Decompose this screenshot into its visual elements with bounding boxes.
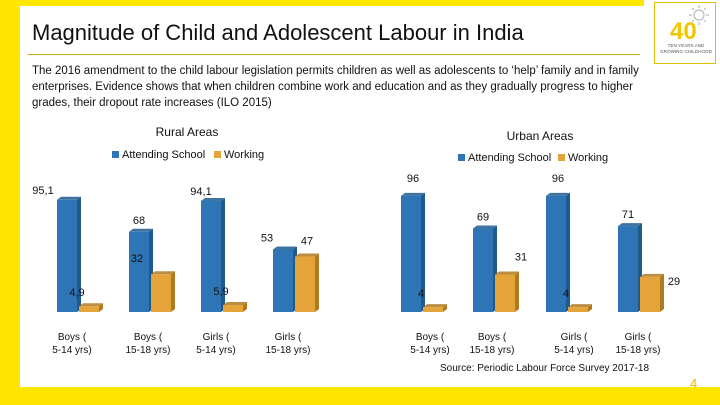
bar-0-3-0: [273, 249, 293, 312]
bar-top-0-2-1: [223, 302, 247, 306]
bar-1-0-1: [423, 307, 443, 312]
category-label-1-2-1: 5-14 yrs): [554, 345, 593, 356]
category-label-0-0-1: 5-14 yrs): [52, 345, 91, 356]
chart-title-1: Urban Areas: [507, 129, 574, 143]
bar-0-3-1: [295, 256, 315, 312]
bar-side-1-3-1: [660, 273, 664, 312]
bar-top-0-1-0: [129, 228, 153, 232]
category-label-0-2-0: Girls (: [203, 332, 230, 343]
bar-side-1-0-0: [421, 192, 425, 312]
bar-0-0-0: [57, 199, 77, 312]
bar-side-1-1-1: [515, 271, 519, 312]
logo-caption: TEN YEARS AND GROWING CHILDHOOD: [660, 43, 712, 54]
data-label-0-3-0: 53: [261, 232, 273, 244]
bar-1-1-0: [473, 228, 493, 312]
bar-side-0-0-1: [99, 303, 103, 312]
data-label-1-1-0: 69: [477, 212, 489, 224]
legend-swatch-0-0: [112, 151, 119, 158]
accent-bar-bottom: [20, 387, 720, 405]
data-label-0-3-1: 47: [301, 236, 313, 248]
bar-top-1-3-1: [640, 273, 664, 277]
bar-top-1-1-0: [473, 225, 497, 229]
data-label-0-2-0: 94,1: [190, 186, 211, 198]
data-label-0-0-0: 95,1: [32, 185, 53, 197]
bar-0-1-1: [151, 274, 171, 312]
bar-0-2-1: [223, 305, 243, 312]
category-label-1-3-1: 15-18 yrs): [615, 345, 660, 356]
category-label-0-1-0: Boys (: [134, 332, 163, 343]
bar-side-1-0-1: [443, 304, 447, 312]
legend-label-1-1: Working: [568, 152, 608, 164]
bar-1-3-0: [618, 226, 638, 312]
accent-bar-left: [0, 0, 20, 405]
bar-top-1-1-1: [495, 271, 519, 275]
category-label-1-1-1: 15-18 yrs): [469, 345, 514, 356]
legend-label-1-0: Attending School: [468, 152, 551, 164]
legend-label-0-0: Attending School: [122, 149, 205, 161]
chart-title-0: Rural Areas: [156, 125, 219, 139]
legend-swatch-0-1: [214, 151, 221, 158]
category-label-1-3-0: Girls (: [625, 332, 652, 343]
bar-side-0-2-0: [221, 197, 225, 312]
bar-0-0-1: [79, 306, 99, 312]
bar-top-1-2-0: [546, 192, 570, 196]
category-label-1-2-0: Girls (: [561, 332, 588, 343]
bar-1-2-0: [546, 195, 566, 312]
bar-1-3-1: [640, 276, 660, 312]
data-label-1-3-1: 29: [668, 276, 680, 288]
bar-top-1-3-0: [618, 223, 642, 227]
category-label-0-0-0: Boys (: [58, 332, 87, 343]
data-label-0-1-0: 68: [133, 215, 145, 227]
source-note: Source: Periodic Labour Force Survey 201…: [440, 363, 650, 374]
bar-top-1-0-0: [401, 192, 425, 196]
bar-side-1-2-0: [566, 192, 570, 312]
anniversary-logo: 40 TEN YEARS AND GROWING CHILDHOOD: [654, 2, 716, 64]
bar-side-0-3-1: [315, 253, 319, 312]
legend-swatch-1-1: [558, 154, 565, 161]
bar-top-0-1-1: [151, 271, 175, 275]
bar-top-1-0-1: [423, 304, 447, 308]
bar-1-0-0: [401, 195, 421, 312]
category-label-1-0-0: Boys (: [416, 332, 445, 343]
data-label-1-3-0: 71: [622, 209, 634, 221]
category-label-0-3-0: Girls (: [275, 332, 302, 343]
category-label-0-3-1: 15-18 yrs): [265, 345, 310, 356]
legend-swatch-1-0: [458, 154, 465, 161]
bar-side-1-2-1: [588, 304, 592, 312]
category-label-0-2-1: 5-14 yrs): [196, 345, 235, 356]
category-label-1-0-1: 5-14 yrs): [410, 345, 449, 356]
logo-numeral: 40: [670, 18, 697, 45]
intro-text: The 2016 amendment to the child labour l…: [32, 65, 639, 109]
data-label-1-1-1: 31: [515, 251, 527, 263]
bar-top-1-2-1: [568, 304, 592, 308]
anniversary-logo-graphic: 40 TEN YEARS AND GROWING CHILDHOOD: [660, 5, 712, 54]
bar-1-2-1: [568, 307, 588, 312]
data-label-1-0-0: 96: [407, 173, 419, 185]
data-label-1-0-1: 4: [418, 288, 424, 300]
bar-1-1-1: [495, 274, 515, 312]
bar-top-0-0-1: [79, 303, 103, 307]
category-label-1-1-0: Boys (: [478, 332, 507, 343]
data-label-1-2-0: 96: [552, 173, 564, 185]
bar-0-1-0: [129, 231, 149, 312]
slide-title: Magnitude of Child and Adolescent Labour…: [32, 20, 524, 45]
bar-top-0-0-0: [57, 196, 81, 200]
page-number: 4: [690, 376, 698, 391]
bar-0-2-0: [201, 200, 221, 312]
category-label-0-1-1: 15-18 yrs): [125, 345, 170, 356]
data-label-1-2-1: 4: [563, 288, 569, 300]
bar-side-0-1-1: [171, 271, 175, 312]
accent-bar-top: [20, 0, 644, 6]
bar-top-0-3-0: [273, 246, 297, 250]
title-rule: [28, 54, 640, 55]
data-label-0-0-1: 4,9: [69, 287, 84, 299]
legend-label-0-1: Working: [224, 149, 264, 161]
bar-side-0-2-1: [243, 302, 247, 312]
bar-top-0-3-1: [295, 253, 319, 257]
data-label-0-2-1: 5,9: [213, 286, 228, 298]
bar-top-0-2-0: [201, 197, 225, 201]
data-label-0-1-1: 32: [131, 253, 143, 265]
bar-side-0-0-0: [77, 196, 81, 312]
